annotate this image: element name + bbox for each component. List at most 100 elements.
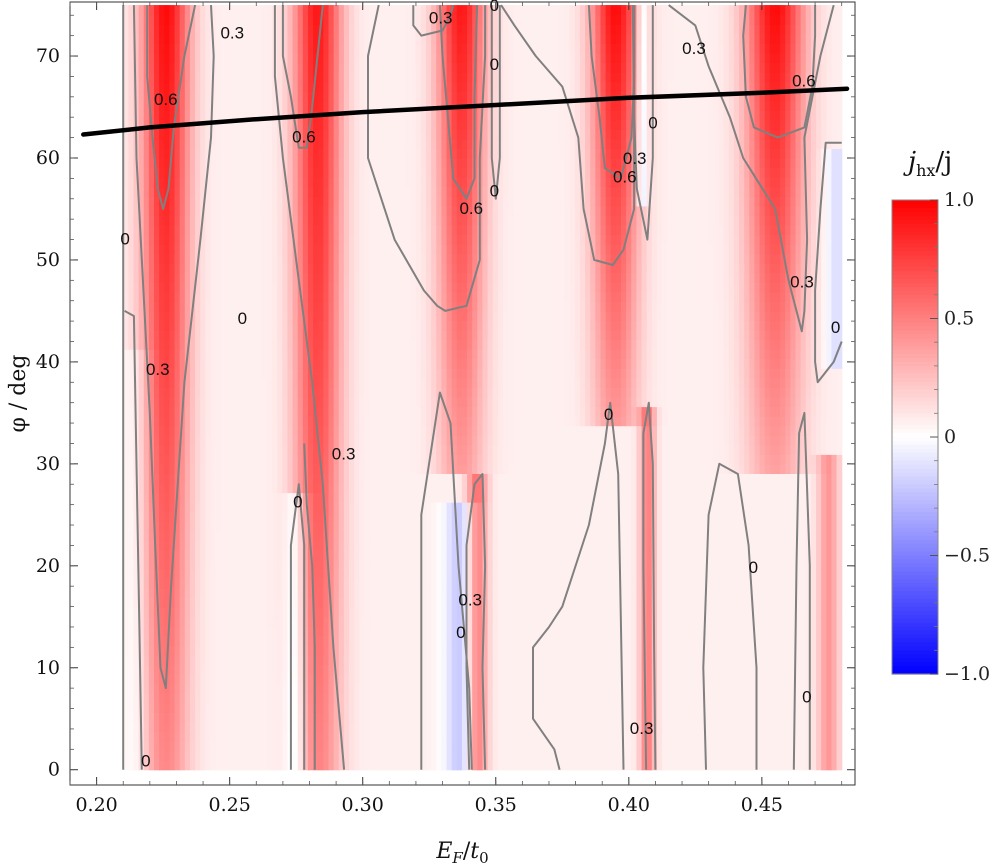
heatmap-cell <box>138 71 145 83</box>
heatmap-cell <box>343 244 350 255</box>
heatmap-cell <box>246 463 253 475</box>
heatmap-cell <box>302 100 309 111</box>
heatmap-cell <box>400 741 407 752</box>
heatmap-cell <box>436 167 442 178</box>
heatmap-cell <box>307 224 314 236</box>
heatmap-cell <box>174 530 181 541</box>
heatmap-cell <box>251 339 258 350</box>
heatmap-cell <box>215 71 222 83</box>
heatmap-cell <box>143 100 150 111</box>
heatmap-cell <box>205 406 212 417</box>
heatmap-cell <box>128 91 135 102</box>
heatmap-cell <box>431 272 437 283</box>
heatmap-cell <box>384 282 391 293</box>
heatmap-cell <box>251 396 258 408</box>
heatmap-cell <box>395 129 401 140</box>
heatmap-cell <box>215 272 222 283</box>
heatmap-cell <box>200 368 206 379</box>
heatmap-cell <box>390 24 396 35</box>
heatmap-cell <box>154 521 160 532</box>
heatmap-cell <box>338 215 345 226</box>
heatmap-cell <box>441 416 448 427</box>
heatmap-cell <box>287 358 294 369</box>
heatmap-cell <box>436 148 442 159</box>
heatmap-cell <box>179 568 186 580</box>
heatmap-cell <box>123 635 129 647</box>
heatmap-cell <box>343 272 350 283</box>
heatmap-cell <box>261 721 268 733</box>
heatmap-cell <box>251 750 258 761</box>
heatmap-cell <box>354 320 360 331</box>
heatmap-cell <box>369 635 376 647</box>
heatmap-cell <box>200 721 206 733</box>
heatmap-cell <box>215 205 222 216</box>
heatmap-cell <box>359 712 366 723</box>
heatmap-cell <box>297 71 304 83</box>
heatmap-cell <box>431 330 437 341</box>
heatmap-cell <box>282 683 289 694</box>
heatmap-cell <box>328 5 335 16</box>
heatmap-cell <box>154 607 160 618</box>
heatmap-cell <box>328 71 335 83</box>
heatmap-cell <box>220 635 227 647</box>
heatmap-cell <box>410 368 417 379</box>
heatmap-cell <box>333 721 340 733</box>
heatmap-cell <box>364 760 371 771</box>
heatmap-cell <box>236 664 242 675</box>
heatmap-cell <box>415 425 422 436</box>
heatmap-cell <box>159 540 165 551</box>
heatmap-cell <box>333 387 340 398</box>
heatmap-cell <box>215 712 222 723</box>
heatmap-cell <box>359 463 366 475</box>
heatmap-cell <box>390 14 396 25</box>
heatmap-cell <box>343 425 350 436</box>
heatmap-cell <box>159 741 165 752</box>
heatmap-cell <box>369 616 376 627</box>
heatmap-cell <box>154 148 160 159</box>
heatmap-cell <box>174 24 181 35</box>
heatmap-cell <box>287 5 294 16</box>
heatmap-cell <box>266 530 273 541</box>
heatmap-cell <box>318 234 324 245</box>
heatmap-cell <box>354 91 360 102</box>
heatmap-cell <box>128 234 135 245</box>
heatmap-cell <box>349 5 355 16</box>
heatmap-cell <box>374 100 381 111</box>
heatmap-cell <box>333 540 340 551</box>
heatmap-cell <box>292 549 299 561</box>
heatmap-cell <box>138 215 145 226</box>
heatmap-cell <box>230 607 237 618</box>
heatmap-cell <box>143 81 150 92</box>
heatmap-cell <box>261 377 268 388</box>
heatmap-cell <box>338 291 345 302</box>
heatmap-cell <box>159 425 165 436</box>
heatmap-cell <box>323 492 330 503</box>
heatmap-cell <box>364 655 371 666</box>
heatmap-cell <box>318 731 324 742</box>
heatmap-cell <box>133 81 140 92</box>
heatmap-cell <box>374 71 381 83</box>
heatmap-cell <box>138 425 145 436</box>
heatmap-cell <box>302 425 309 436</box>
heatmap-cell <box>246 91 253 102</box>
heatmap-cell <box>169 616 176 627</box>
heatmap-cell <box>369 234 376 245</box>
heatmap-cell <box>138 645 145 656</box>
heatmap-cell <box>225 425 232 436</box>
heatmap-cell <box>379 521 386 532</box>
heatmap-cell <box>133 215 140 226</box>
heatmap-cell <box>400 693 407 704</box>
heatmap-cell <box>200 635 206 647</box>
heatmap-cell <box>374 263 381 274</box>
heatmap-cell <box>195 387 201 398</box>
heatmap-cell <box>354 196 360 207</box>
heatmap-cell <box>225 52 232 64</box>
heatmap-cell <box>133 14 140 25</box>
heatmap-cell <box>246 244 253 255</box>
heatmap-cell <box>338 635 345 647</box>
heatmap-cell <box>164 750 171 761</box>
heatmap-cell <box>400 330 407 341</box>
heatmap-cell <box>282 760 289 771</box>
heatmap-cell <box>395 463 401 475</box>
heatmap-cell <box>154 750 160 761</box>
